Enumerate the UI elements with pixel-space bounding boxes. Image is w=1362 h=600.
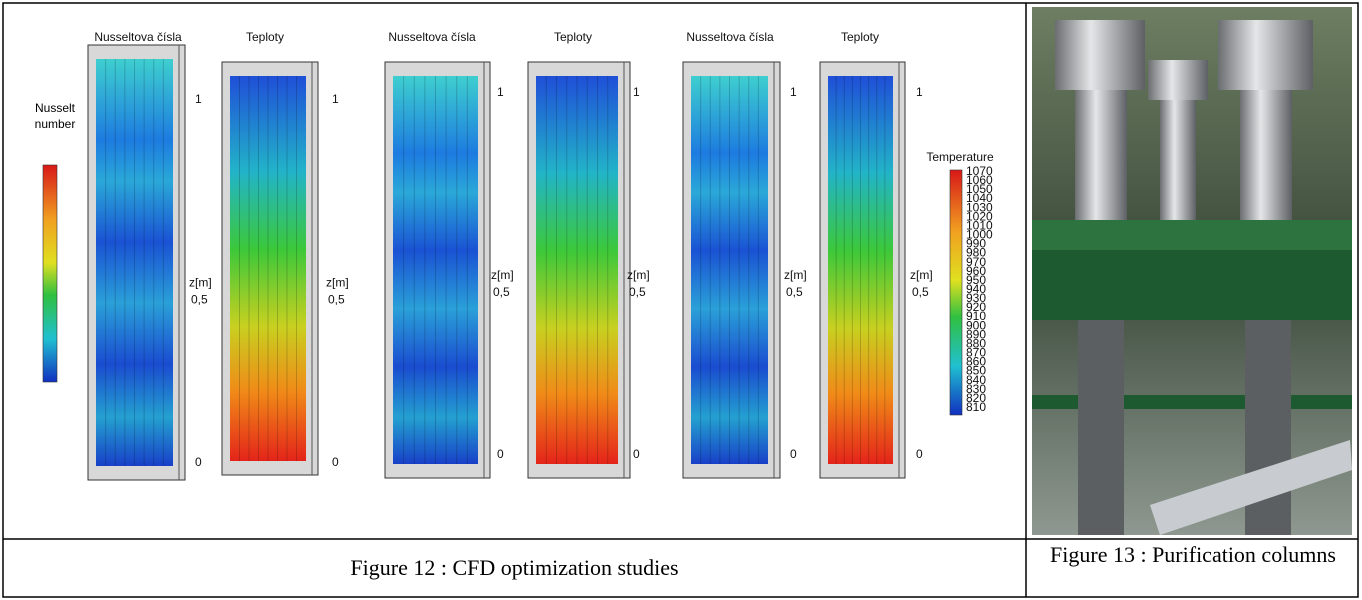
z-label-middle: 0,5 bbox=[191, 293, 208, 307]
z-label-unit: z[m] bbox=[627, 268, 650, 282]
page: Nusseltova čísla 1 z[m] 0,5 0 Teploty 1 z[m] 0,5… bbox=[0, 0, 1362, 600]
panel-title: Nusseltova čísla bbox=[686, 30, 774, 44]
z-label-middle: 0,5 bbox=[629, 285, 646, 299]
z-label-unit: z[m] bbox=[784, 268, 807, 282]
z-label-top: 1 bbox=[790, 85, 797, 99]
z-label-bottom: 0 bbox=[790, 447, 797, 461]
cfd-column bbox=[683, 62, 780, 478]
temperature-legend-title: Temperature bbox=[926, 150, 994, 164]
z-label-unit: z[m] bbox=[910, 268, 933, 282]
cfd-column bbox=[385, 62, 490, 478]
temperature-colorbar bbox=[950, 170, 962, 415]
z-label-top: 1 bbox=[497, 85, 504, 99]
photo bbox=[1032, 7, 1352, 535]
cfd-column bbox=[88, 45, 185, 480]
z-label-bottom: 0 bbox=[633, 447, 640, 461]
nusselt-legend-title: Nusselt number bbox=[28, 100, 82, 132]
z-label-bottom: 0 bbox=[916, 447, 923, 461]
z-label-bottom: 0 bbox=[332, 455, 339, 469]
temperature-label: 810 bbox=[966, 400, 986, 414]
panel-title: Teploty bbox=[841, 30, 879, 44]
z-label-bottom: 0 bbox=[497, 447, 504, 461]
z-label-top: 1 bbox=[633, 85, 640, 99]
cfd-column bbox=[222, 62, 318, 475]
figure-table: Nusseltova čísla 1 z[m] 0,5 0 Teploty 1 z[m] 0,5… bbox=[0, 0, 1362, 600]
panel-title: Teploty bbox=[246, 30, 284, 44]
z-label-middle: 0,5 bbox=[493, 285, 510, 299]
cfd-column bbox=[820, 62, 905, 478]
z-label-unit: z[m] bbox=[326, 276, 349, 290]
cfd-column bbox=[528, 62, 630, 478]
z-label-middle: 0,5 bbox=[786, 285, 803, 299]
z-label-unit: z[m] bbox=[491, 268, 514, 282]
z-label-top: 1 bbox=[332, 92, 339, 106]
z-label-bottom: 0 bbox=[195, 455, 202, 469]
panel-title: Nusseltova čísla bbox=[94, 30, 182, 44]
caption: Figure 13 : Purification columns bbox=[1030, 542, 1356, 568]
z-label-middle: 0,5 bbox=[912, 285, 929, 299]
nusselt-colorbar bbox=[43, 165, 57, 382]
z-label-top: 1 bbox=[195, 92, 202, 106]
z-label-top: 1 bbox=[916, 85, 923, 99]
panel-title: Nusseltova čísla bbox=[388, 30, 476, 44]
caption: Figure 12 : CFD optimization studies bbox=[3, 555, 1026, 581]
z-label-unit: z[m] bbox=[189, 276, 212, 290]
panel-title: Teploty bbox=[554, 30, 592, 44]
z-label-middle: 0,5 bbox=[328, 293, 345, 307]
